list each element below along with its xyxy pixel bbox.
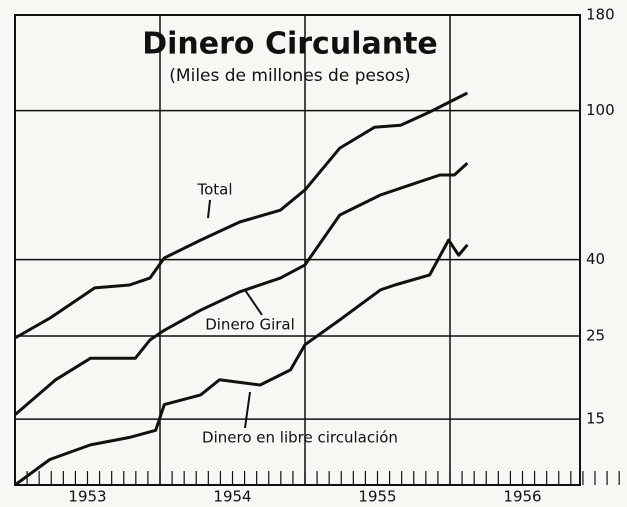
y-tick-label: 25 [586, 327, 605, 345]
y-tick-label: 180 [586, 6, 615, 24]
series-line [14, 238, 469, 487]
x-tick-label: 1954 [213, 488, 251, 506]
y-tick-label: 40 [586, 250, 605, 268]
chart-title: Dinero Circulante [142, 27, 438, 62]
x-tick-label: 1953 [68, 488, 106, 506]
x-tick-label: 1955 [358, 488, 396, 506]
series-label: Total [196, 181, 232, 199]
annotation-arrows [207, 199, 263, 429]
series-line [14, 91, 469, 340]
y-tick-label: 100 [586, 101, 615, 119]
chart-subtitle: (Miles de millones de pesos) [169, 66, 410, 86]
title-backdrop [110, 28, 480, 90]
series-label: Dinero en libre circulación [202, 429, 398, 447]
series-line [14, 161, 469, 416]
y-tick-label: 15 [586, 410, 605, 428]
series-label: Dinero Giral [205, 316, 295, 334]
x-tick-label: 1956 [503, 488, 541, 506]
